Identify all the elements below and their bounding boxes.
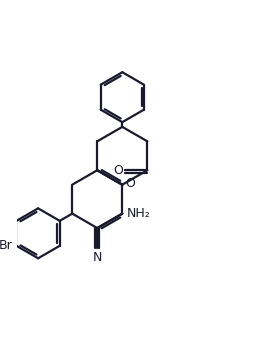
Text: Br: Br: [0, 239, 13, 252]
Text: O: O: [125, 177, 135, 190]
Text: N: N: [93, 251, 102, 264]
Text: NH₂: NH₂: [126, 207, 150, 220]
Text: O: O: [113, 164, 123, 177]
